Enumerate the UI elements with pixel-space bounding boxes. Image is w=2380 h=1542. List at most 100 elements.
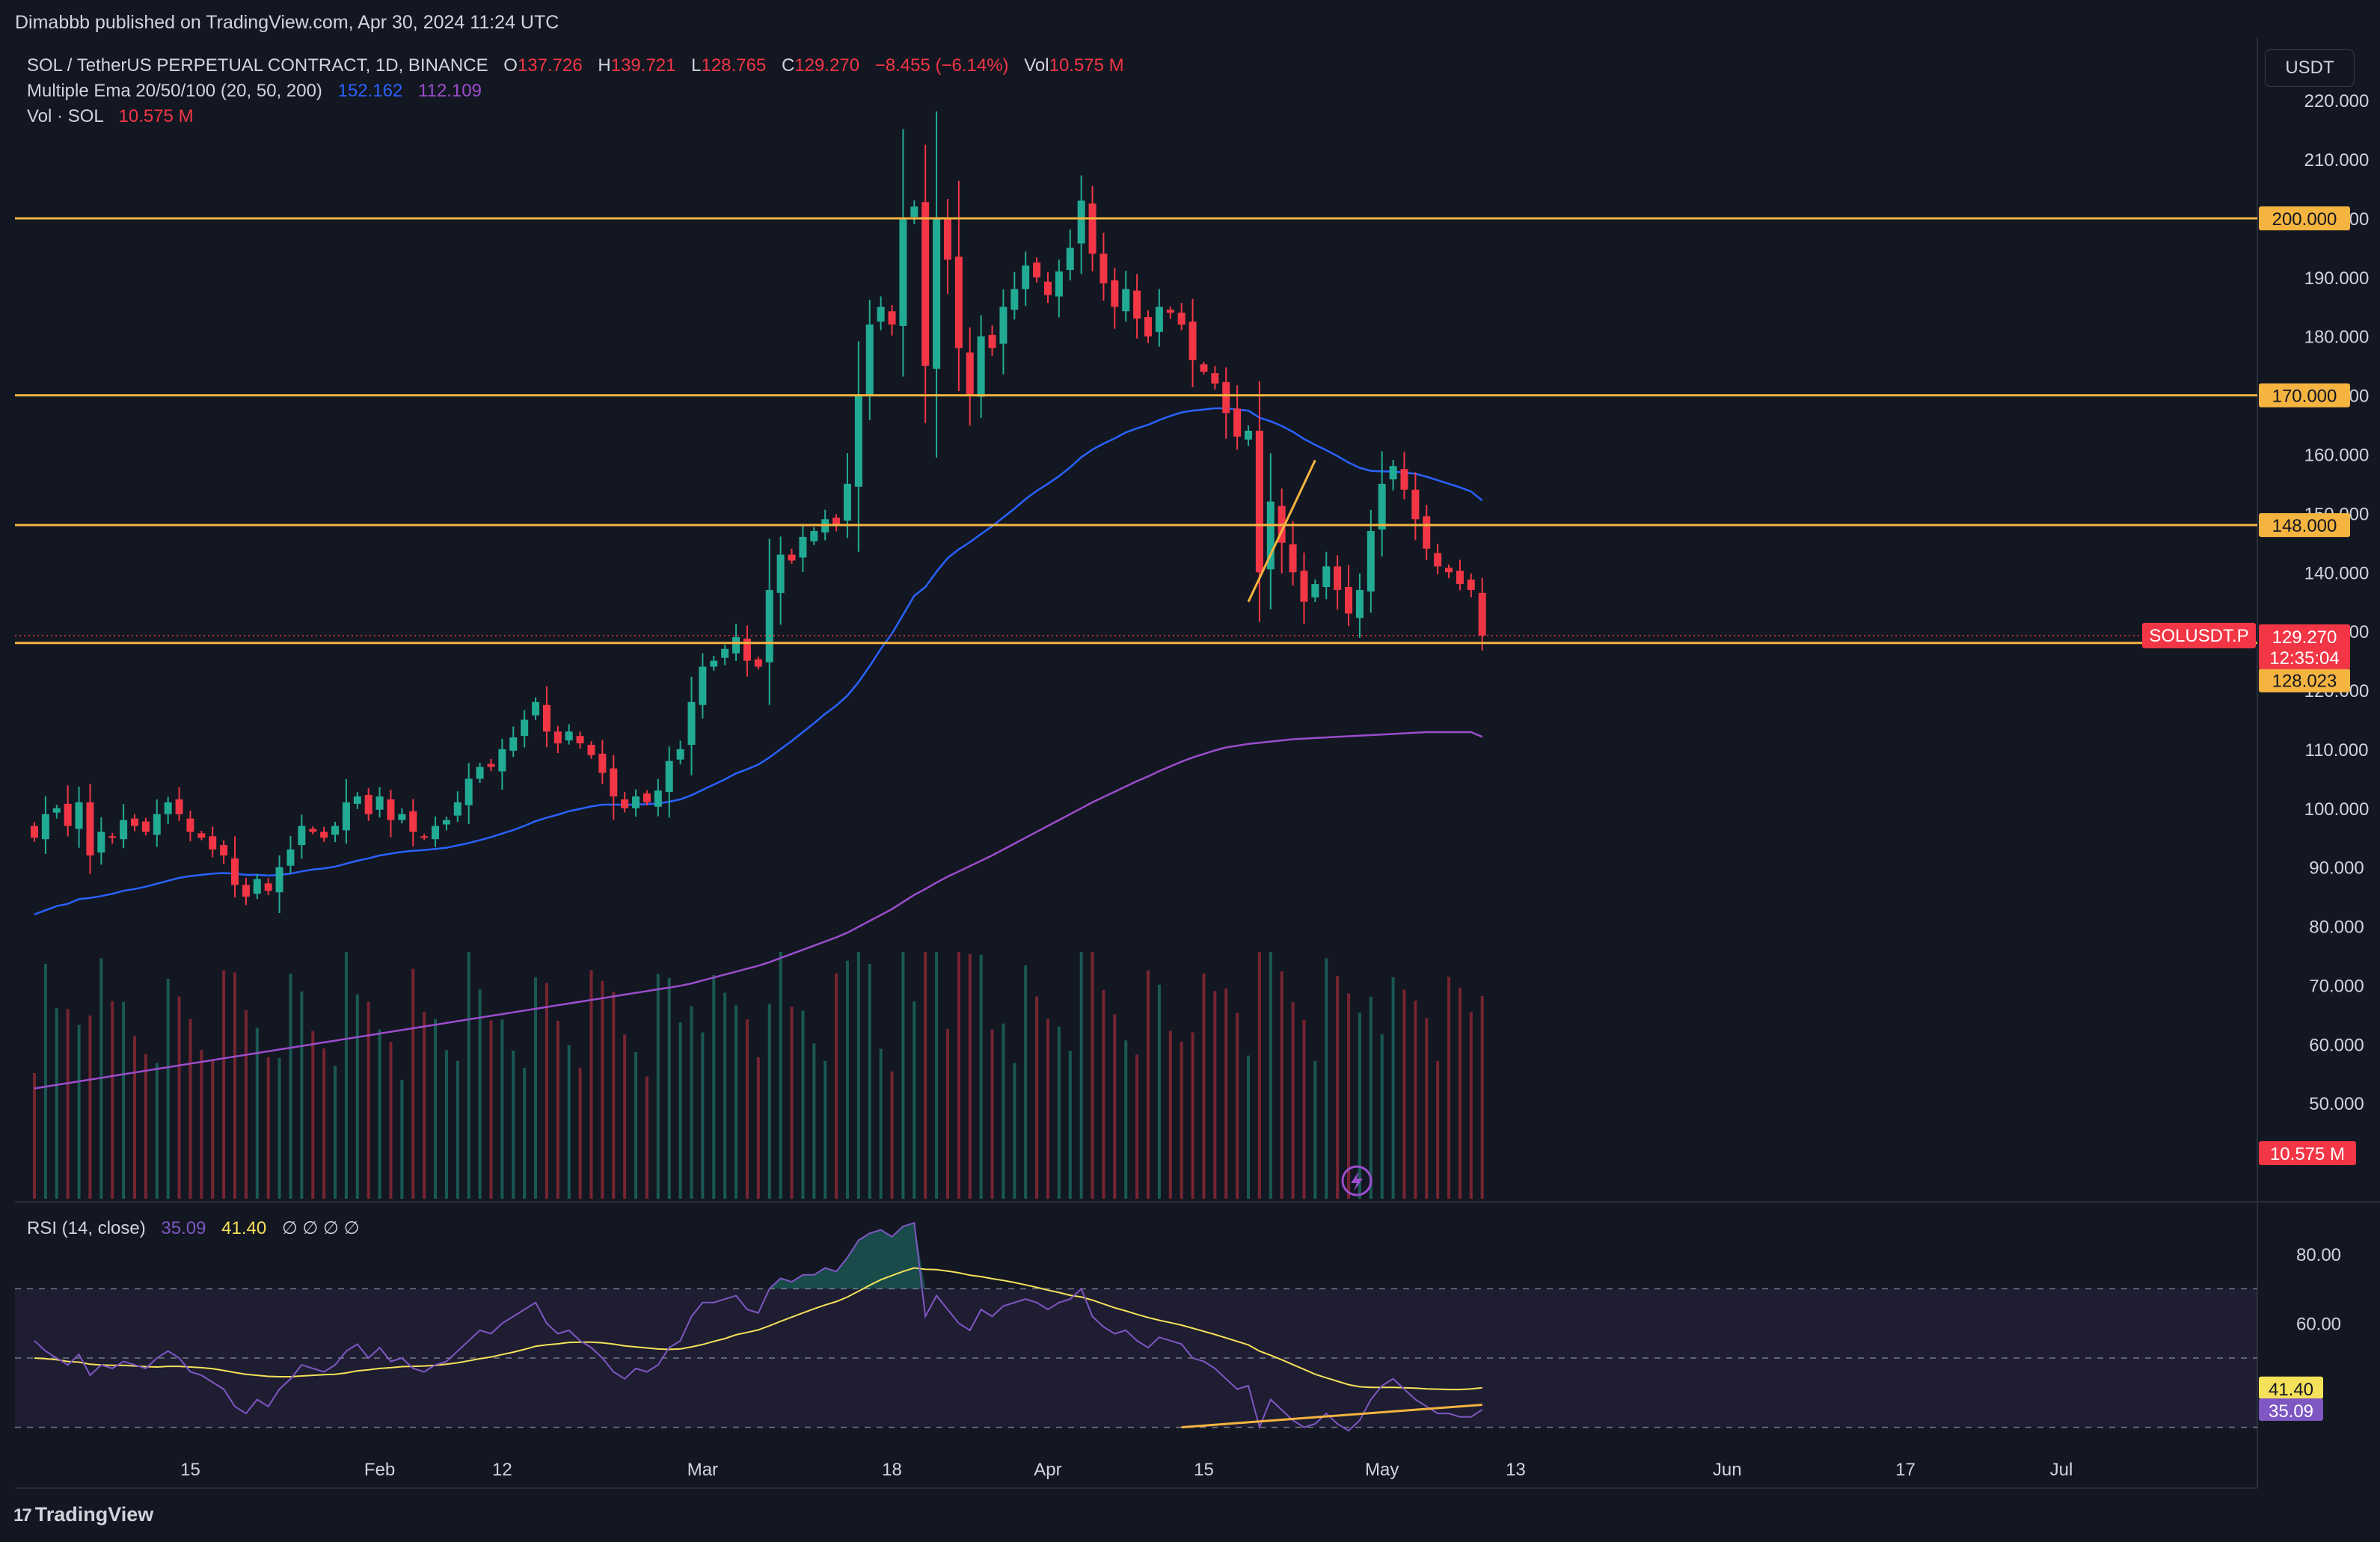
rsi-tick-label: 80.00: [2296, 1245, 2341, 1265]
candle-body: [309, 829, 317, 832]
volume-bar: [1013, 1063, 1016, 1199]
time-tick-label: Jun: [1713, 1460, 1742, 1480]
rsi-empty-values: ∅ ∅ ∅ ∅: [281, 1218, 360, 1238]
rsi-legend[interactable]: RSI (14, close) 35.09 41.40 ∅ ∅ ∅ ∅: [27, 1217, 360, 1239]
volume-bar: [890, 1071, 894, 1199]
candle-body: [1233, 408, 1242, 437]
level-badge-box: [2259, 668, 2350, 692]
candle-body: [1300, 571, 1308, 602]
volume-legend[interactable]: Vol · SOL 10.575 M: [27, 106, 194, 127]
horizontal-levels[interactable]: [15, 217, 2257, 645]
candle-body: [487, 764, 495, 767]
volume-bar: [211, 1060, 215, 1199]
volume-bar: [1102, 990, 1105, 1199]
candle-body: [642, 793, 651, 802]
volume-bar: [924, 952, 927, 1199]
time-tick-label: Feb: [364, 1460, 395, 1480]
volume-bar: [88, 1016, 92, 1199]
time-tick-label: 18: [882, 1460, 902, 1480]
candle-body: [453, 802, 461, 816]
candle-body: [966, 352, 974, 396]
volume-bar: [1068, 1051, 1072, 1199]
candle-body: [242, 885, 250, 897]
candle-body: [1155, 307, 1163, 332]
volume-bar: [879, 1048, 883, 1199]
volume-bar: [155, 1063, 159, 1199]
volume-bar: [957, 952, 960, 1199]
price-tick-label: 90.000: [2309, 858, 2364, 879]
volume-bar: [322, 1048, 326, 1199]
candle-body: [398, 814, 406, 820]
tradingview-logo[interactable]: 17 TradingView: [13, 1503, 153, 1526]
symbol-tag-text: SOLUSDT.P: [2149, 626, 2248, 646]
candle-body: [1111, 280, 1119, 307]
close-value: 129.270: [794, 55, 860, 76]
candle-body: [442, 820, 450, 825]
volume-bar: [612, 992, 616, 1199]
volume-bar: [400, 1080, 404, 1199]
volume-bar: [77, 1025, 81, 1199]
high-value: 139.721: [610, 55, 676, 76]
symbol-name[interactable]: SOL / TetherUS PERPETUAL CONTRACT, 1D, B…: [27, 55, 488, 76]
volume-bar: [311, 1030, 315, 1199]
candle-body: [387, 799, 395, 820]
volume-bar: [289, 974, 292, 1199]
volume-bar: [1391, 977, 1395, 1199]
volume-bar: [701, 1032, 705, 1199]
volume-bar: [1291, 1002, 1295, 1199]
candle-body: [788, 554, 796, 561]
time-axis[interactable]: 15Feb12Mar18Apr15May13Jun17Jul1: [180, 1460, 2380, 1480]
volume-bar: [1280, 971, 1283, 1199]
candle-body: [598, 753, 607, 773]
candle-body: [654, 790, 662, 807]
volume-bar: [1447, 977, 1451, 1199]
volume-bar: [767, 1004, 771, 1199]
volume-bar: [43, 963, 47, 1199]
rsi-ma-value: 41.40: [221, 1218, 267, 1238]
volume-bar: [300, 991, 304, 1199]
volume-bar: [1147, 970, 1150, 1199]
volume-bar: [534, 977, 538, 1199]
candle-body: [298, 826, 306, 846]
candle-body: [1043, 281, 1052, 295]
volume-bar: [389, 1042, 393, 1199]
volume-bar: [868, 964, 871, 1199]
volume-bar: [1035, 996, 1039, 1199]
ema-legend[interactable]: Multiple Ema 20/50/100 (20, 50, 200) 152…: [27, 81, 482, 102]
volume-bar: [33, 1073, 36, 1199]
price-tick-label: 50.000: [2309, 1094, 2364, 1114]
currency-button[interactable]: USDT: [2265, 49, 2355, 87]
trendlines[interactable]: [1181, 459, 1482, 1429]
volume-bar: [601, 980, 604, 1199]
volume-bar: [244, 1010, 248, 1199]
volume-bar: [1436, 1060, 1440, 1199]
level-badge-text: 200.000: [2272, 209, 2337, 230]
candle-body: [375, 796, 384, 810]
candle-body: [1010, 289, 1019, 310]
candle-body: [1389, 466, 1397, 480]
vol-sol-value: 10.575 M: [118, 106, 194, 126]
volume-bar: [545, 983, 548, 1199]
candle-body: [854, 395, 862, 487]
volume-bar: [1247, 1055, 1251, 1199]
volume-bar: [1224, 988, 1228, 1199]
lightning-icon[interactable]: [1341, 1165, 1373, 1197]
price-tick-label: 100.000: [2304, 799, 2370, 820]
volume-bar: [779, 952, 782, 1199]
tradingview-logo-text: TradingView: [34, 1503, 154, 1526]
change-value: −8.455 (−6.14%): [874, 55, 1009, 76]
candle-body: [275, 867, 283, 893]
candle-body: [843, 483, 851, 521]
volume-bar: [1079, 952, 1083, 1199]
candle-body: [943, 218, 951, 260]
volume-bar: [133, 1036, 137, 1199]
candle-body: [676, 749, 684, 760]
candle-body: [1255, 430, 1263, 573]
candle-body: [1055, 271, 1063, 297]
candle-body: [977, 336, 985, 397]
volume-bar: [523, 1068, 527, 1199]
candlesticks: [31, 111, 1486, 914]
last-price-badge-text: 129.270: [2272, 627, 2337, 648]
volume-bar: [1091, 952, 1094, 1199]
